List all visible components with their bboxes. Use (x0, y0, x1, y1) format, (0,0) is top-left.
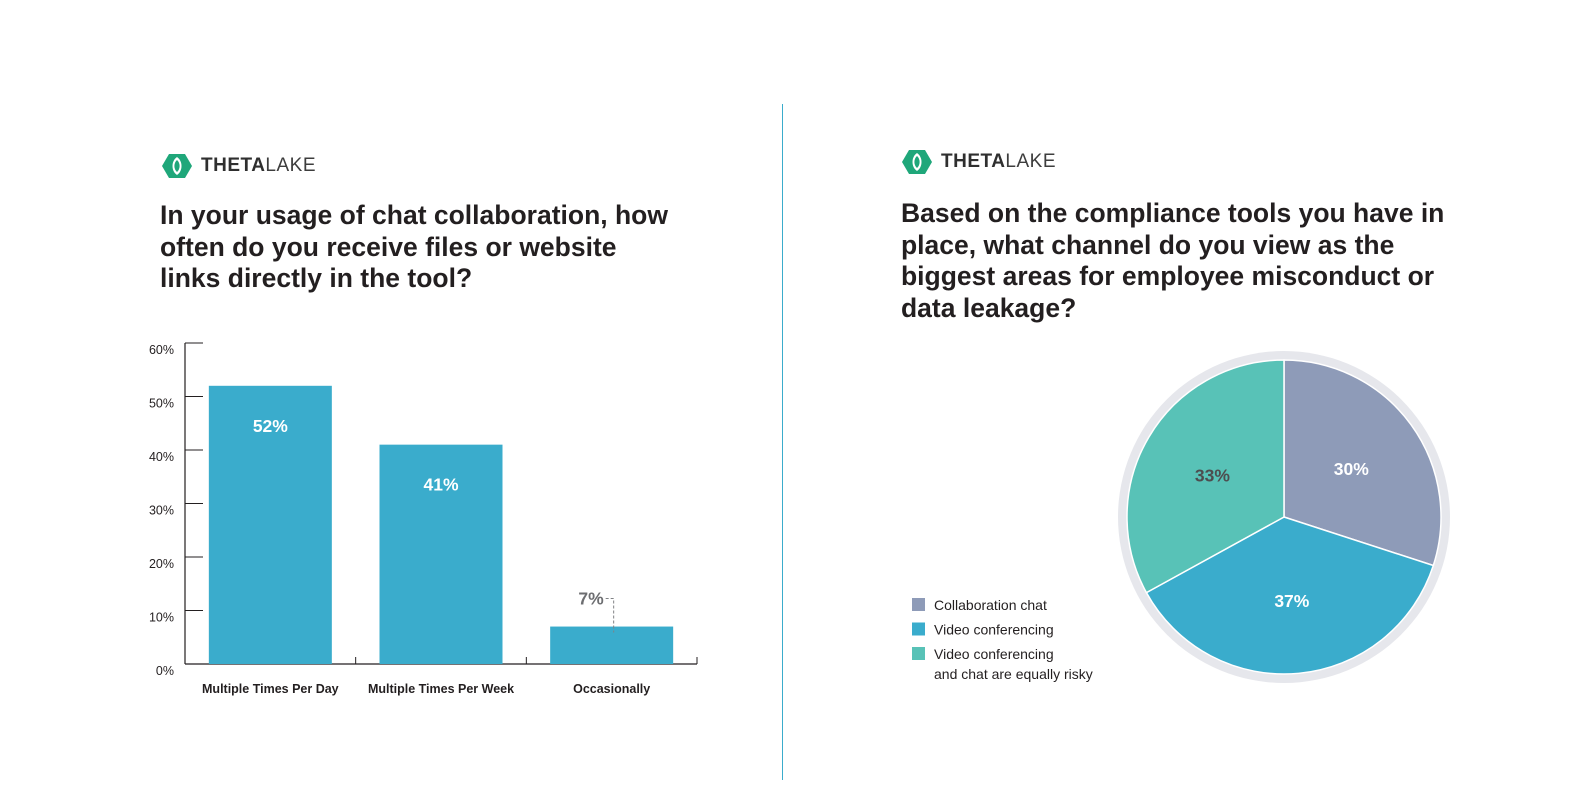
pie-data-label: 30% (1334, 459, 1369, 479)
y-tick-label: 60% (149, 343, 174, 357)
bar-data-label: 41% (423, 475, 458, 495)
logo-text-light: LAKE (1005, 151, 1057, 172)
y-tick-label: 10% (149, 611, 174, 625)
bar-data-label: 7% (578, 589, 604, 609)
y-tick-label: 40% (149, 450, 174, 464)
y-tick-label: 0% (156, 664, 174, 678)
x-category-label: Occasionally (573, 682, 650, 696)
pie-chart: 30% 37% 33% Collaboration chat Video confere… (912, 351, 1450, 683)
pie-slice (1145, 516, 1435, 675)
legend-swatch (912, 622, 925, 636)
thetalake-logo-icon (162, 154, 192, 178)
x-category-label: Multiple Times Per Day (202, 682, 339, 696)
y-tick-label: 20% (149, 557, 174, 571)
logo-text-bold: THETA (201, 155, 266, 176)
pie-slice (1126, 359, 1285, 594)
right-question-title: Based on the compliance tools you have i… (901, 198, 1445, 323)
x-category-label: Multiple Times Per Week (368, 682, 514, 696)
left-question-title: In your usage of chat collaboration, how… (160, 200, 668, 293)
bar (379, 444, 503, 664)
y-tick-label: 30% (149, 504, 174, 518)
legend-label: Video conferencing (934, 622, 1054, 638)
legend-swatch (912, 598, 925, 611)
bar-data-label: 52% (253, 416, 288, 436)
legend-swatch (912, 647, 925, 660)
legend-label: Collaboration chat (934, 597, 1047, 613)
y-tick-label: 50% (149, 397, 174, 411)
bar (550, 626, 674, 664)
bar-chart: 0% 10% 20% 30% 40% 50% 60% Multiple Times Per D… (149, 342, 698, 696)
logo-text-light: LAKE (265, 155, 317, 176)
panel-divider (782, 104, 783, 780)
bar (208, 385, 332, 664)
thetalake-logo-icon (902, 150, 932, 174)
legend-label: and chat are equally risky (934, 666, 1093, 682)
data-label-leader (605, 598, 615, 633)
thetalake-logo: THETALAKE (902, 150, 1056, 174)
legend-label: Video conferencing (934, 646, 1054, 662)
pie-data-label: 33% (1195, 466, 1230, 486)
thetalake-logo: THETALAKE (162, 154, 316, 178)
logo-text-bold: THETA (941, 151, 1006, 172)
pie-data-label: 37% (1274, 591, 1309, 611)
pie-slice (1283, 359, 1442, 567)
